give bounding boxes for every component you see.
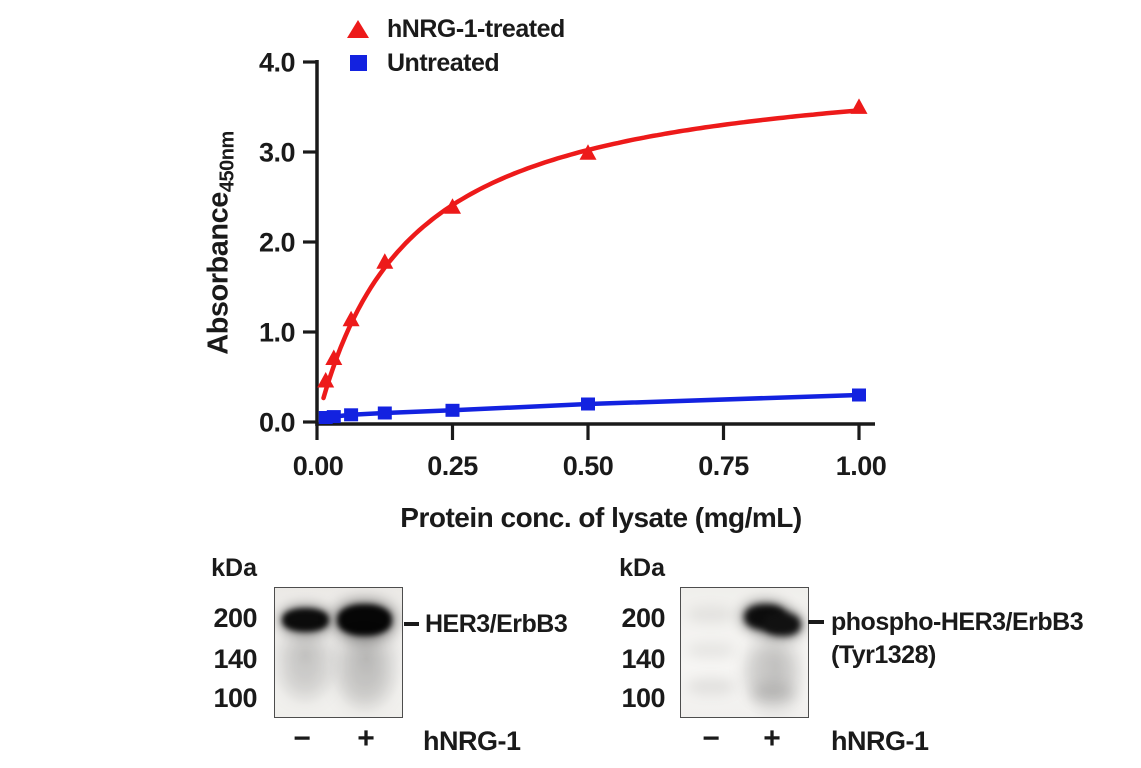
- untreated-point: [326, 410, 341, 424]
- y-axis-title-text: Absorbance: [202, 192, 235, 355]
- treated-point: [444, 198, 461, 214]
- legend-label-treated: hNRG-1-treated: [387, 14, 565, 43]
- untreated-point: [344, 408, 359, 422]
- left-marker-100: 100: [213, 683, 257, 713]
- her3-band-label: HER3/ErbB3: [425, 610, 568, 638]
- untreated-point: [377, 406, 392, 420]
- faint-band-minus-lane-2: [687, 643, 735, 658]
- legend-row-treated: hNRG-1-treated: [345, 12, 565, 46]
- faint-band-minus-lane-1: [687, 606, 735, 623]
- left-kda-header: kDa: [211, 554, 257, 582]
- treated-point: [579, 144, 597, 160]
- left-blot-kda-column: kDa 200 140 100: [195, 554, 257, 714]
- x-tick-025: 0.25: [427, 451, 478, 481]
- untreated-point: [581, 397, 595, 411]
- y-tick-3: 3.0: [259, 138, 295, 168]
- series-layer: [317, 98, 868, 424]
- right-kda-header: kDa: [619, 554, 665, 582]
- faint-band-minus-lane-3: [687, 678, 735, 695]
- x-tick-050: 0.50: [563, 451, 614, 481]
- legend-row-untreated: Untreated: [345, 46, 565, 80]
- right-marker-100: 100: [621, 683, 665, 713]
- treated-point: [376, 253, 394, 269]
- smear-plus-lane: [745, 644, 797, 700]
- triangle-marker-icon: [347, 20, 369, 38]
- y-axis-ticks: [303, 60, 316, 424]
- right-blot-treatment-label: hNRG-1: [831, 726, 929, 756]
- y-tick-labels: 4.0 3.0 2.0 1.0 0.0: [259, 48, 296, 438]
- x-axis-ticks: [315, 425, 861, 440]
- her3-band-minus-lane: [282, 608, 329, 632]
- legend-label-untreated: Untreated: [387, 48, 500, 77]
- left-marker-140: 140: [213, 644, 257, 674]
- chart-legend: hNRG-1-treated Untreated: [345, 12, 565, 80]
- her3-smear-plus-lane: [337, 638, 391, 706]
- left-blot-minus-sign: −: [293, 722, 311, 755]
- phospho-her3-band-label: phospho-HER3/ErbB3 (Tyr1328): [831, 606, 1084, 672]
- y-axis-title: Absorbance450nm: [203, 131, 240, 354]
- right-marker-200: 200: [621, 603, 665, 633]
- treated-point: [317, 372, 335, 388]
- her3-smear-minus-lane: [280, 636, 330, 698]
- untreated-point: [445, 403, 460, 417]
- x-tick-100: 1.00: [836, 451, 887, 481]
- phospho-her3-band-pointer-dash: [808, 620, 824, 624]
- left-marker-200: 200: [213, 603, 257, 633]
- phospho-her3-band-label-line1: phospho-HER3/ErbB3: [831, 608, 1084, 636]
- y-tick-1: 1.0: [259, 318, 295, 348]
- her3-band-pointer-dash: [404, 622, 419, 626]
- left-blot-treatment-label: hNRG-1: [423, 726, 521, 756]
- treated-point: [850, 98, 868, 114]
- x-tick-labels: 0.00 0.25 0.50 0.75 1.00: [293, 451, 887, 481]
- right-blot-minus-sign: −: [702, 722, 720, 755]
- x-tick-0: 0.00: [293, 451, 344, 481]
- left-blot-plus-sign: +: [357, 722, 375, 755]
- phospho-her3-band-plus-lane-2: [762, 610, 802, 638]
- square-marker-icon: [349, 55, 367, 71]
- smear-plus-lane-lower: [751, 684, 796, 704]
- x-tick-075: 0.75: [698, 451, 749, 481]
- her3-band-plus-lane: [337, 604, 392, 636]
- right-blot-kda-column: kDa 200 140 100: [603, 554, 665, 714]
- untreated-point: [852, 388, 866, 402]
- y-tick-4: 4.0: [259, 48, 295, 78]
- treated-point: [342, 310, 360, 327]
- treated-point: [325, 349, 343, 365]
- y-tick-0: 0.0: [259, 408, 295, 438]
- x-axis-title: Protein conc. of lysate (mg/mL): [400, 502, 801, 533]
- phospho-her3-band-label-line2: (Tyr1328): [831, 641, 936, 669]
- right-blot-plus-sign: +: [763, 722, 781, 755]
- y-axis-title-subscript: 450nm: [216, 131, 239, 193]
- y-tick-2: 2.0: [259, 228, 295, 258]
- right-marker-140: 140: [621, 644, 665, 674]
- phospho-her3-blot-image: [680, 587, 809, 718]
- her3-blot-image: [274, 587, 403, 718]
